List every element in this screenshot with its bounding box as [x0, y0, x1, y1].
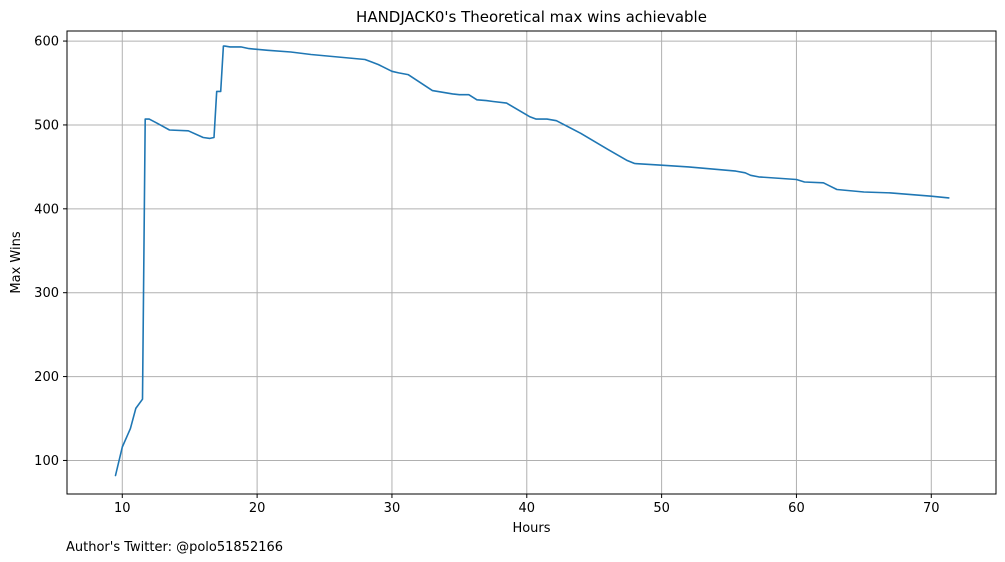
grid [67, 31, 996, 494]
y-tick-label: 500 [34, 118, 59, 133]
y-tick-label: 400 [34, 202, 59, 217]
x-tick-label: 40 [519, 501, 536, 516]
y-axis-label: Max Wins [9, 231, 24, 293]
series-line-0 [114, 45, 950, 477]
series-layer [114, 45, 950, 477]
y-tick-label: 600 [34, 35, 59, 50]
plot-area-frame [66, 30, 997, 495]
x-tick-label: 50 [653, 501, 670, 516]
x-tick-label: 70 [923, 501, 940, 516]
x-tick-label: 10 [114, 501, 131, 516]
chart-title: HANDJACK0's Theoretical max wins achieva… [356, 8, 707, 26]
ticks: 10 20 30 40 50 60 70 100 200 300 400 500 600 [34, 35, 939, 516]
x-tick-label: 60 [788, 501, 805, 516]
y-tick-label: 300 [34, 286, 59, 301]
x-axis-label: Hours [512, 521, 550, 536]
x-tick-label: 20 [249, 501, 266, 516]
y-tick-label: 200 [34, 370, 59, 385]
y-tick-label: 100 [34, 454, 59, 469]
x-tick-label: 30 [384, 501, 401, 516]
author-credit: Author's Twitter: @polo51852166 [66, 540, 283, 555]
